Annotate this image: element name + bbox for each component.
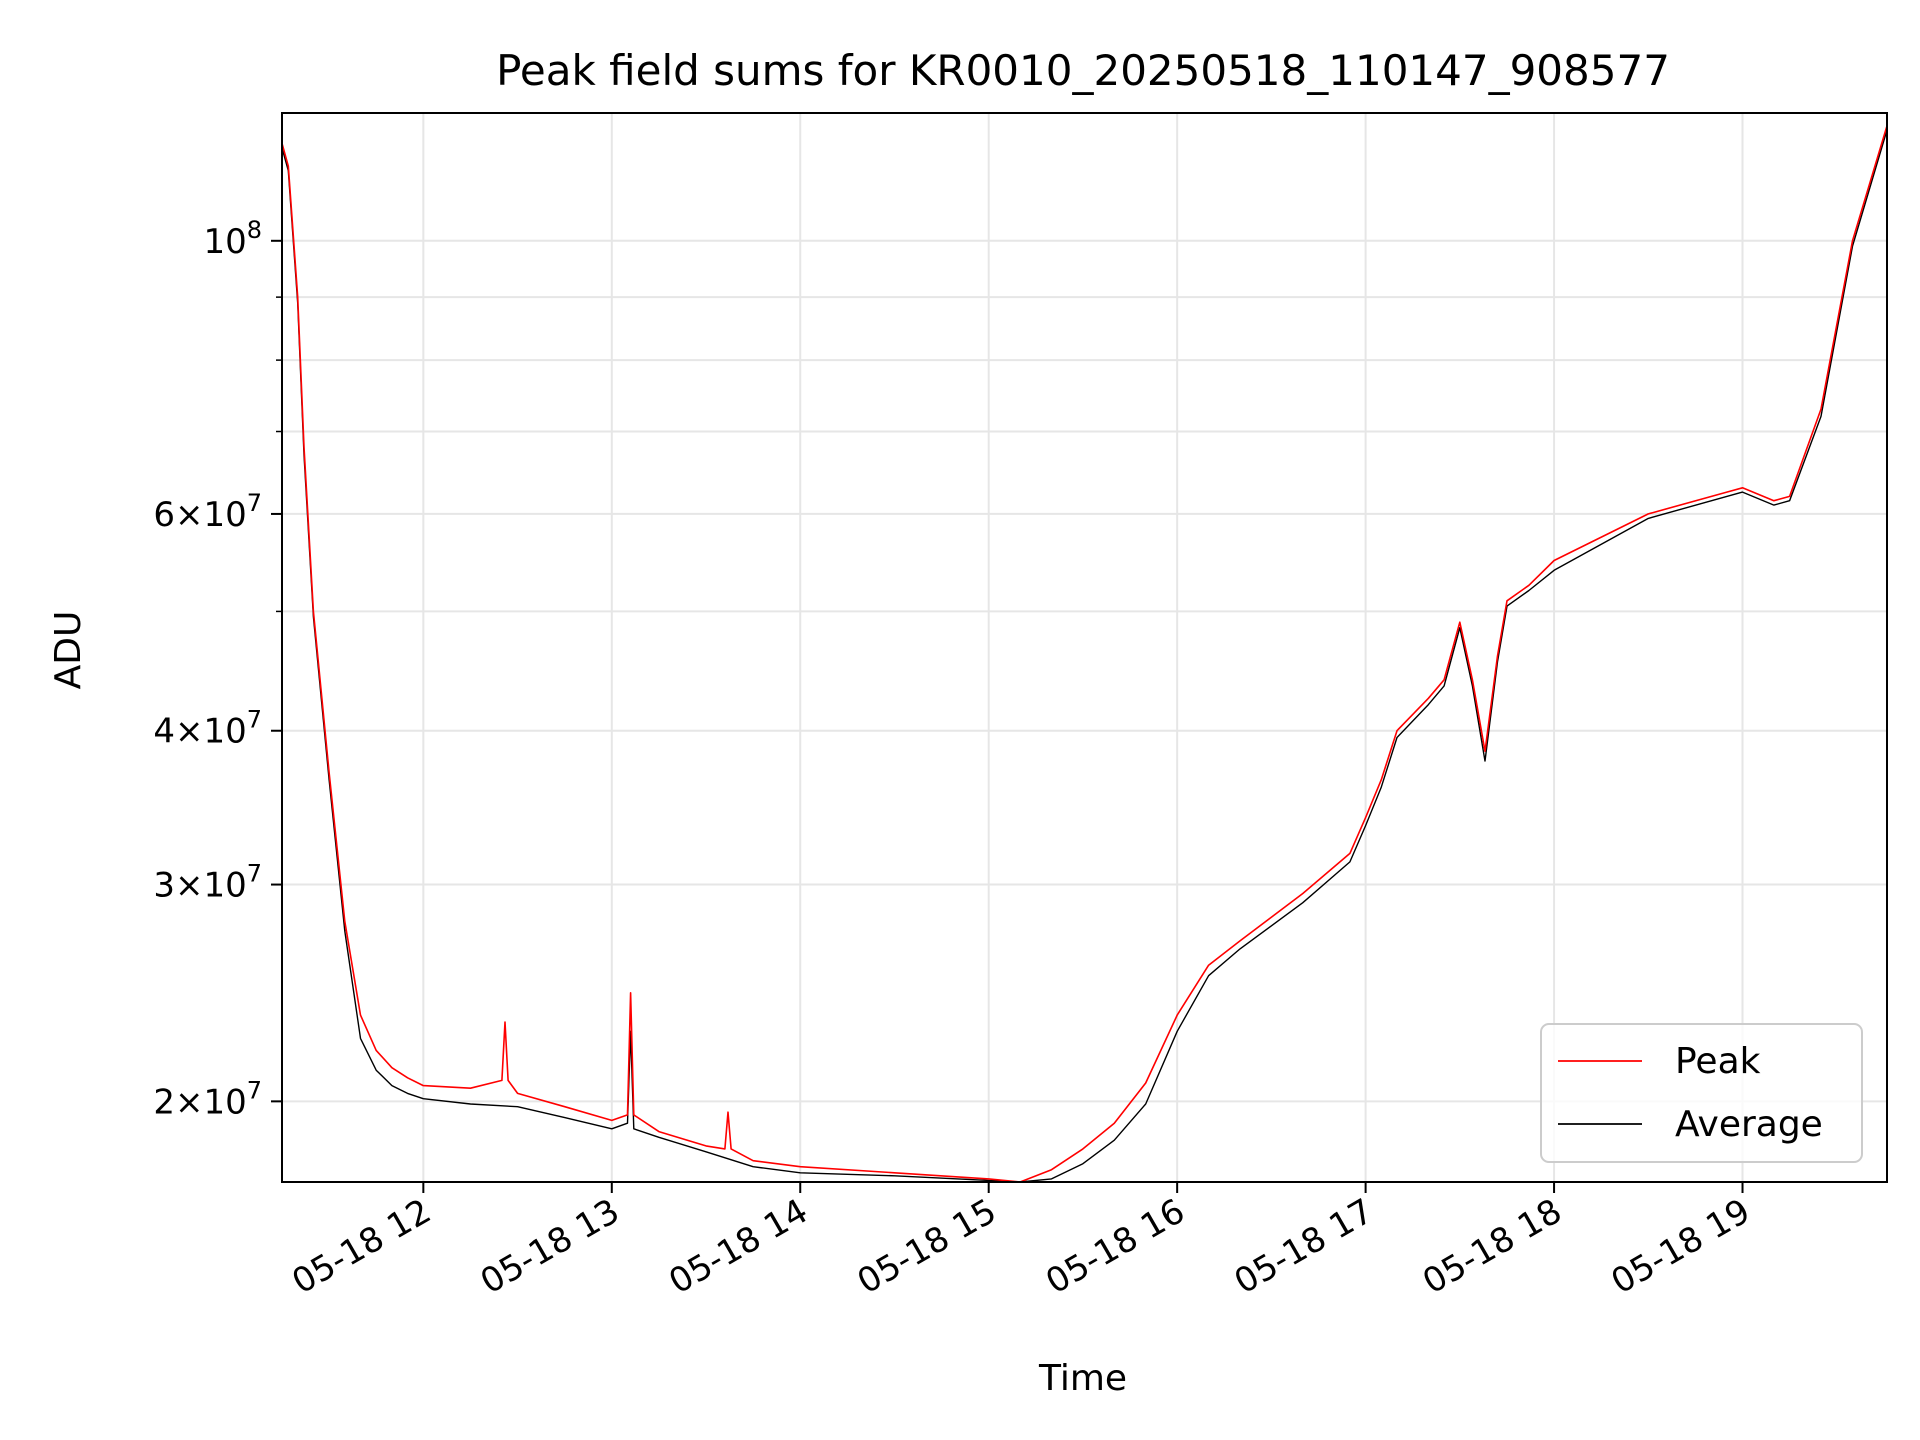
y-tick-label: 4×107 — [153, 706, 262, 752]
y-axis-label: ADU — [48, 611, 89, 690]
legend-average-label: Average — [1675, 1104, 1823, 1145]
legend: Peak Average — [1540, 1023, 1863, 1163]
plot-frame — [281, 112, 1888, 1183]
y-tick-label: 3×107 — [153, 860, 262, 906]
legend-peak-label: Peak — [1675, 1041, 1761, 1082]
x-axis-label: Time — [1038, 1358, 1127, 1399]
chart-title: Peak field sums for KR0010_20250518_1101… — [496, 46, 1670, 95]
y-tick-label: 2×107 — [153, 1076, 262, 1122]
series-line-average — [282, 129, 1887, 1182]
series-line-peak — [282, 125, 1887, 1182]
y-tick-label: 6×107 — [153, 489, 262, 535]
grid — [282, 113, 1887, 1182]
series-layer — [282, 125, 1887, 1182]
legend-box — [1540, 1023, 1863, 1163]
